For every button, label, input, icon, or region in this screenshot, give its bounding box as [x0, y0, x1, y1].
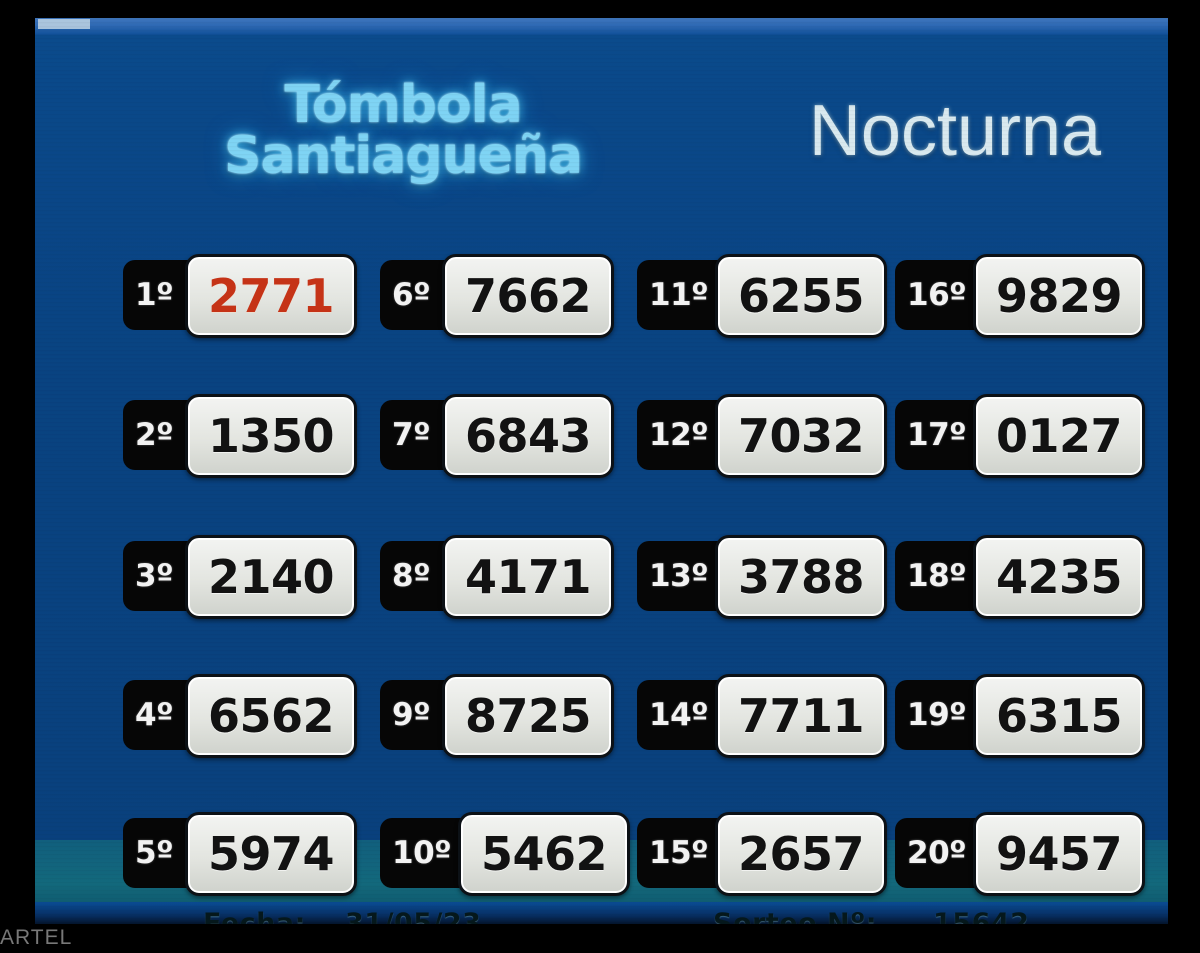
result-number-box: 6255 [715, 254, 887, 338]
result-number-box: 3788 [715, 535, 887, 619]
result-number: 6315 [995, 689, 1123, 743]
result-number: 2771 [207, 269, 335, 323]
result-number-box: 2657 [715, 812, 887, 896]
result-number: 5462 [480, 827, 608, 881]
result-number-box: 7032 [715, 394, 887, 478]
result-number: 5974 [207, 827, 335, 881]
result-number: 6255 [737, 269, 865, 323]
result-number: 2657 [737, 827, 865, 881]
result-number-box: 1350 [185, 394, 357, 478]
fecha-value: 31/05/23 [345, 908, 482, 924]
brand-logo-line1: Tómbola [284, 75, 522, 135]
result-number-box: 6843 [442, 394, 614, 478]
panel-top-strip [35, 18, 1168, 35]
edition-title: Nocturna [808, 91, 1102, 171]
lottery-results-panel: Tómbola Santiagueña Nocturna 1º 2771 2º … [35, 18, 1168, 924]
result-number: 1350 [207, 409, 335, 463]
result-number: 9457 [995, 827, 1123, 881]
result-number: 3788 [737, 550, 865, 604]
result-number: 8725 [464, 689, 592, 743]
result-number-box: 4235 [973, 535, 1145, 619]
result-number: 6562 [207, 689, 335, 743]
result-number: 0127 [995, 409, 1123, 463]
result-number-box: 5974 [185, 812, 357, 896]
result-number-box: 2140 [185, 535, 357, 619]
brand-logo: Tómbola Santiagueña [203, 75, 603, 186]
result-number-box: 7662 [442, 254, 614, 338]
result-number: 4235 [995, 550, 1123, 604]
result-number-box: 9457 [973, 812, 1145, 896]
result-number-box: 8725 [442, 674, 614, 758]
result-number: 4171 [464, 550, 592, 604]
result-number: 9829 [995, 269, 1123, 323]
results-grid: 1º 2771 2º 1350 3º 2140 4º 6562 [35, 18, 1168, 924]
result-number-box: 5462 [458, 812, 630, 896]
panel-bottom-strip [35, 902, 1168, 924]
result-number-box: 6562 [185, 674, 357, 758]
channel-watermark: ARTEL [0, 926, 73, 949]
result-number: 7662 [464, 269, 592, 323]
result-number-box: 6315 [973, 674, 1145, 758]
sorteo-label: Sorteo Nº: [713, 908, 878, 924]
sorteo-value: 15642 [933, 908, 1030, 924]
fecha-label: Fecha: [203, 908, 306, 924]
result-number-box: 2771 [185, 254, 357, 338]
result-position: 13º [637, 541, 741, 611]
brand-logo-line2: Santiagueña [224, 125, 583, 186]
panel-top-strip-tab [38, 19, 90, 29]
result-number-box: 4171 [442, 535, 614, 619]
result-number-box: 9829 [973, 254, 1145, 338]
result-number-box: 7711 [715, 674, 887, 758]
result-number: 7032 [737, 409, 865, 463]
result-number: 2140 [207, 550, 335, 604]
result-number: 6843 [464, 409, 592, 463]
result-number-box: 0127 [973, 394, 1145, 478]
result-number: 7711 [737, 689, 865, 743]
